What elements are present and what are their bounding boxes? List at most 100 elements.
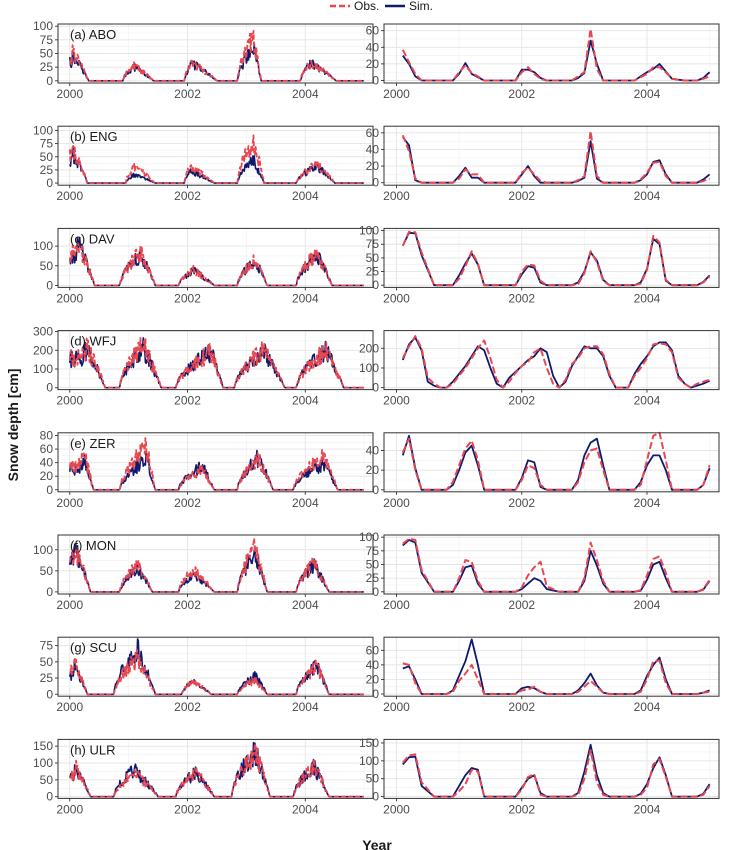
y-tick-label: 60	[366, 24, 380, 38]
x-tick-label: 2002	[174, 496, 201, 510]
y-tick-label: 50	[366, 251, 380, 265]
y-tick-label: 100	[359, 754, 379, 768]
monthly-obs-line-abo	[401, 28, 710, 82]
x-tick-label: 2004	[634, 496, 661, 510]
panel-label: (f) MON	[70, 538, 116, 553]
x-tick-label: 2002	[174, 87, 201, 101]
y-tick-label: 20	[366, 672, 380, 686]
panel-background	[384, 432, 719, 492]
panel-border	[57, 636, 374, 697]
x-tick-label: 2002	[508, 291, 535, 305]
y-tick-label: 50	[40, 47, 54, 61]
monthly-obs-line-zer	[401, 431, 711, 491]
y-tick-label: 0	[46, 790, 53, 804]
monthly-panel-eng: 0 20 40 60 2000 2002 2004	[366, 125, 720, 203]
x-tick-label: 2000	[383, 802, 410, 816]
daily-panel-wfj: 0 100 200 300 2000 2002 2004 (d) WFJ	[33, 325, 374, 408]
y-tick-label: 20	[40, 469, 54, 483]
y-tick-label: 0	[372, 483, 379, 497]
monthly-panel-ulr: 0 50 100 150 2000 2002 2004	[359, 736, 720, 816]
panel-label: (d) WFJ	[70, 334, 116, 349]
daily-panel-scu: 0 25 50 75 2000 2002 2004 (g) SCU	[40, 636, 374, 714]
monthly-sim-line-eng	[402, 136, 711, 184]
y-tick-label: 0	[46, 687, 53, 701]
y-tick-label: 60	[366, 643, 380, 657]
y-tick-label: 25	[40, 60, 54, 74]
y-tick-label: 0	[372, 585, 379, 599]
y-tick-label: 75	[366, 237, 380, 251]
y-tick-label: 25	[366, 265, 380, 279]
x-tick-label: 2002	[174, 598, 201, 612]
y-tick-label: 0	[372, 790, 379, 804]
y-tick-label: 0	[372, 381, 379, 395]
daily-panel-mon: 0 50 100 2000 2002 2004 (f) MON	[33, 534, 374, 612]
y-axis-title: Snow depth [cm]	[5, 369, 21, 482]
x-tick-label: 2002	[508, 394, 535, 408]
x-tick-label: 2000	[383, 87, 410, 101]
monthly-obs-line-mon	[402, 537, 711, 593]
panel-border	[383, 227, 720, 288]
panel-background	[58, 535, 373, 594]
y-tick-label: 100	[359, 224, 379, 238]
y-tick-label: 40	[40, 456, 54, 470]
x-tick-label: 2000	[56, 700, 83, 714]
x-axis-title: Year	[362, 837, 392, 850]
legend-sim-label: Sim.	[409, 0, 433, 13]
daily-obs-line-ulr	[69, 743, 364, 798]
panel-border	[383, 738, 720, 799]
y-tick-label: 60	[40, 442, 54, 456]
y-tick-label: 80	[40, 429, 54, 443]
y-tick-label: 20	[366, 463, 380, 477]
y-tick-label: 75	[366, 544, 380, 558]
y-tick-label: 0	[372, 176, 379, 190]
x-tick-label: 2000	[56, 496, 83, 510]
x-tick-label: 2004	[292, 189, 319, 203]
monthly-obs-line-ulr	[402, 749, 711, 798]
x-tick-label: 2002	[174, 291, 201, 305]
panel-border	[57, 330, 374, 391]
panel-border	[383, 534, 720, 595]
y-tick-label: 0	[46, 483, 53, 497]
y-tick-label: 200	[359, 341, 379, 355]
x-tick-label: 2002	[508, 802, 535, 816]
x-tick-label: 2004	[292, 598, 319, 612]
x-tick-label: 2000	[383, 394, 410, 408]
panel-border	[57, 23, 374, 84]
y-tick-label: 100	[33, 123, 53, 137]
x-tick-label: 2000	[56, 598, 83, 612]
panel-label: (b) ENG	[70, 129, 118, 144]
monthly-obs-line-eng	[401, 130, 710, 184]
y-tick-label: 40	[366, 142, 380, 156]
x-tick-label: 2002	[508, 189, 535, 203]
y-tick-label: 40	[366, 40, 380, 54]
x-tick-label: 2004	[292, 394, 319, 408]
y-tick-label: 50	[40, 259, 54, 273]
daily-obs-line-scu	[69, 648, 364, 696]
panel-border	[57, 534, 374, 595]
monthly-sim-line-wfj	[401, 336, 710, 389]
panel-label: (e) ZER	[70, 436, 116, 451]
x-tick-label: 2000	[56, 291, 83, 305]
y-tick-label: 50	[40, 564, 54, 578]
monthly-sim-line-zer	[401, 434, 711, 491]
x-tick-label: 2000	[383, 496, 410, 510]
monthly-panel-wfj: 0 100 200 2000 2002 2004	[359, 330, 720, 408]
y-tick-label: 100	[359, 361, 379, 375]
x-tick-label: 2004	[634, 802, 661, 816]
y-tick-label: 50	[366, 772, 380, 786]
y-tick-label: 300	[33, 325, 53, 339]
x-tick-label: 2002	[508, 496, 535, 510]
y-tick-label: 100	[33, 756, 53, 770]
y-tick-label: 40	[366, 444, 380, 458]
y-tick-label: 25	[40, 671, 54, 685]
x-tick-label: 2002	[174, 700, 201, 714]
y-tick-label: 0	[46, 381, 53, 395]
panel-background	[384, 637, 719, 697]
x-tick-label: 2004	[634, 189, 661, 203]
